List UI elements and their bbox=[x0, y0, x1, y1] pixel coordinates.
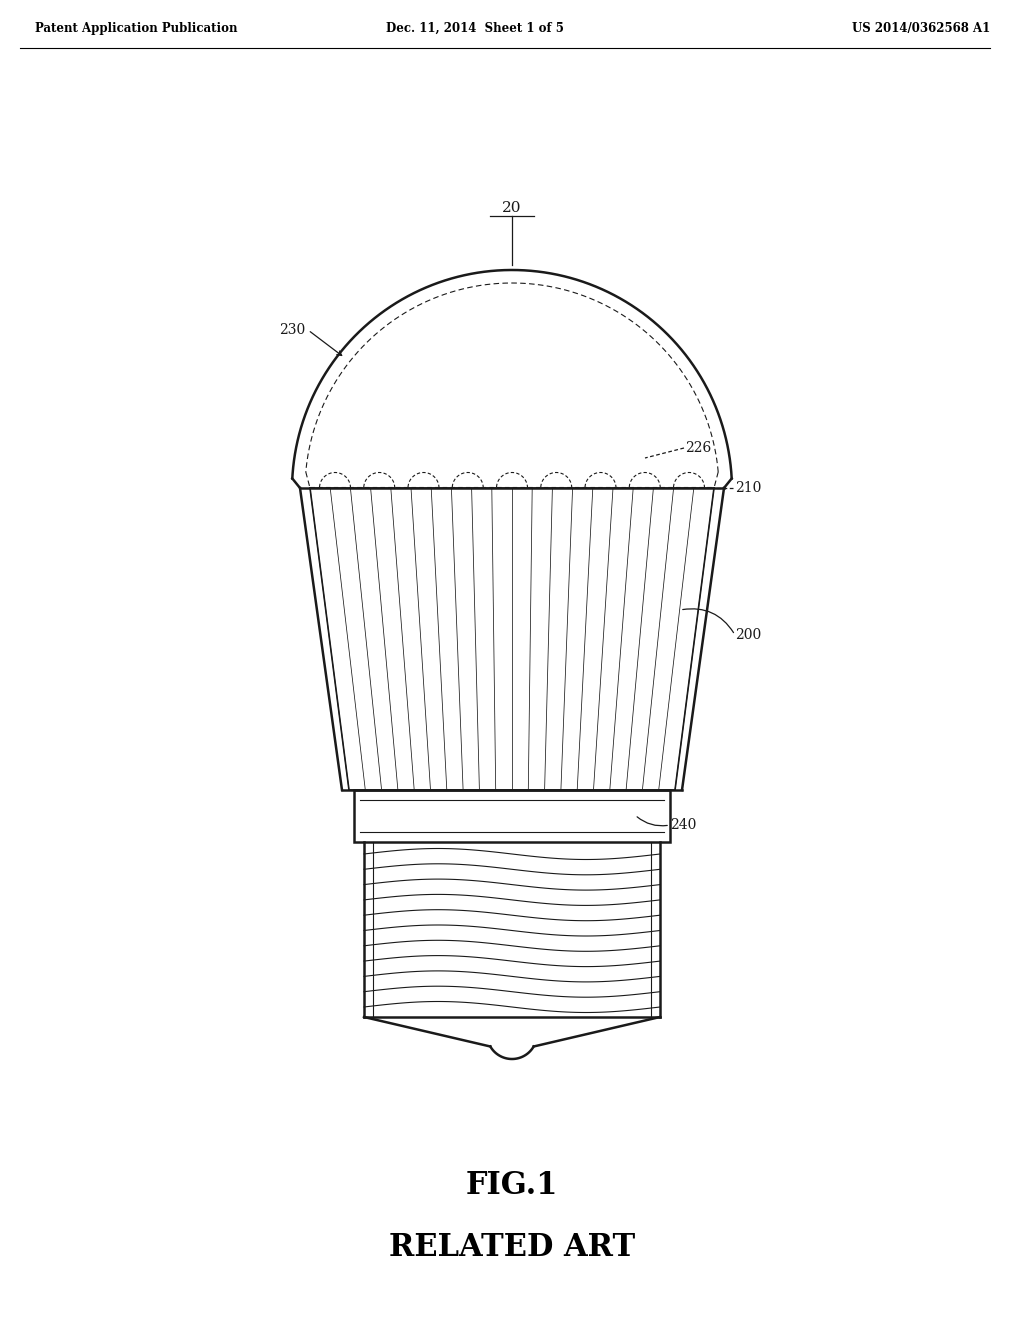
Text: RELATED ART: RELATED ART bbox=[389, 1233, 635, 1263]
Text: 226: 226 bbox=[685, 441, 712, 455]
Text: FIG.1: FIG.1 bbox=[466, 1170, 558, 1200]
Text: Patent Application Publication: Patent Application Publication bbox=[35, 22, 238, 36]
Text: Dec. 11, 2014  Sheet 1 of 5: Dec. 11, 2014 Sheet 1 of 5 bbox=[386, 22, 564, 36]
Text: 240: 240 bbox=[670, 818, 696, 832]
Text: 210: 210 bbox=[735, 480, 762, 495]
Text: 200: 200 bbox=[735, 628, 761, 642]
Text: 230: 230 bbox=[279, 323, 305, 337]
Text: 20: 20 bbox=[502, 201, 522, 215]
Text: US 2014/0362568 A1: US 2014/0362568 A1 bbox=[852, 22, 990, 36]
